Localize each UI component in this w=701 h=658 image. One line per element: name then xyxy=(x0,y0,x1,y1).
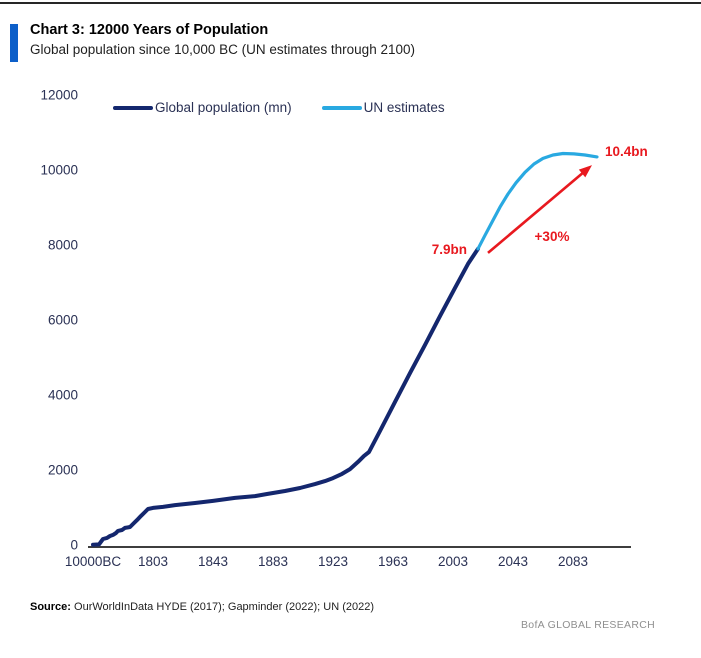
x-tick-label: 2083 xyxy=(558,554,588,569)
bofa-watermark: BofA GLOBAL RESEARCH xyxy=(521,619,655,631)
legend-swatch-navy-line xyxy=(113,105,153,110)
y-tick-label: 12000 xyxy=(40,88,78,103)
title-accent-bar xyxy=(10,24,18,62)
legend-label: UN estimates xyxy=(363,100,445,115)
x-tick-label: 1803 xyxy=(138,554,168,569)
x-tick-label: 1883 xyxy=(258,554,288,569)
x-tick-label: 1963 xyxy=(378,554,408,569)
annotation-30: +30% xyxy=(535,229,570,244)
annotation-79bn: 7.9bn xyxy=(432,242,467,257)
chart-title: Chart 3: 12000 Years of Population xyxy=(30,22,269,38)
y-tick-label: 6000 xyxy=(48,313,78,328)
y-tick-label: 2000 xyxy=(48,463,78,478)
y-tick-label: 0 xyxy=(70,538,78,553)
chart-subtitle: Global population since 10,000 BC (UN es… xyxy=(30,42,415,57)
source-text: OurWorldInData HYDE (2017); Gapminder (2… xyxy=(74,601,375,613)
x-tick-label: 1843 xyxy=(198,554,228,569)
legend-swatch-lightblue-line xyxy=(321,105,362,110)
legend-item-global-population: Global population (mn) xyxy=(113,100,292,115)
y-tick-label: 8000 xyxy=(48,238,78,253)
y-tick-label: 4000 xyxy=(48,388,78,403)
source-label: Source: xyxy=(30,601,71,613)
legend-item-un-estimates: UN estimates xyxy=(321,100,445,115)
x-tick-label: 2043 xyxy=(498,554,528,569)
series-line-global-population xyxy=(91,246,480,547)
series-line-un-estimates xyxy=(476,151,599,251)
growth-arrow-shaft xyxy=(487,170,586,254)
top-divider xyxy=(0,2,701,4)
x-tick-label: 1923 xyxy=(318,554,348,569)
legend: Global population (mn) UN estimates xyxy=(113,100,445,115)
legend-label: Global population (mn) xyxy=(155,100,292,115)
x-tick-label: 2003 xyxy=(438,554,468,569)
x-tick-label: 10000BC xyxy=(65,554,122,569)
annotation-104bn: 10.4bn xyxy=(605,144,648,159)
y-tick-label: 10000 xyxy=(40,163,78,178)
source-line: Source: OurWorldInData HYDE (2017); Gapm… xyxy=(30,601,374,613)
growth-arrow-head xyxy=(578,165,592,178)
